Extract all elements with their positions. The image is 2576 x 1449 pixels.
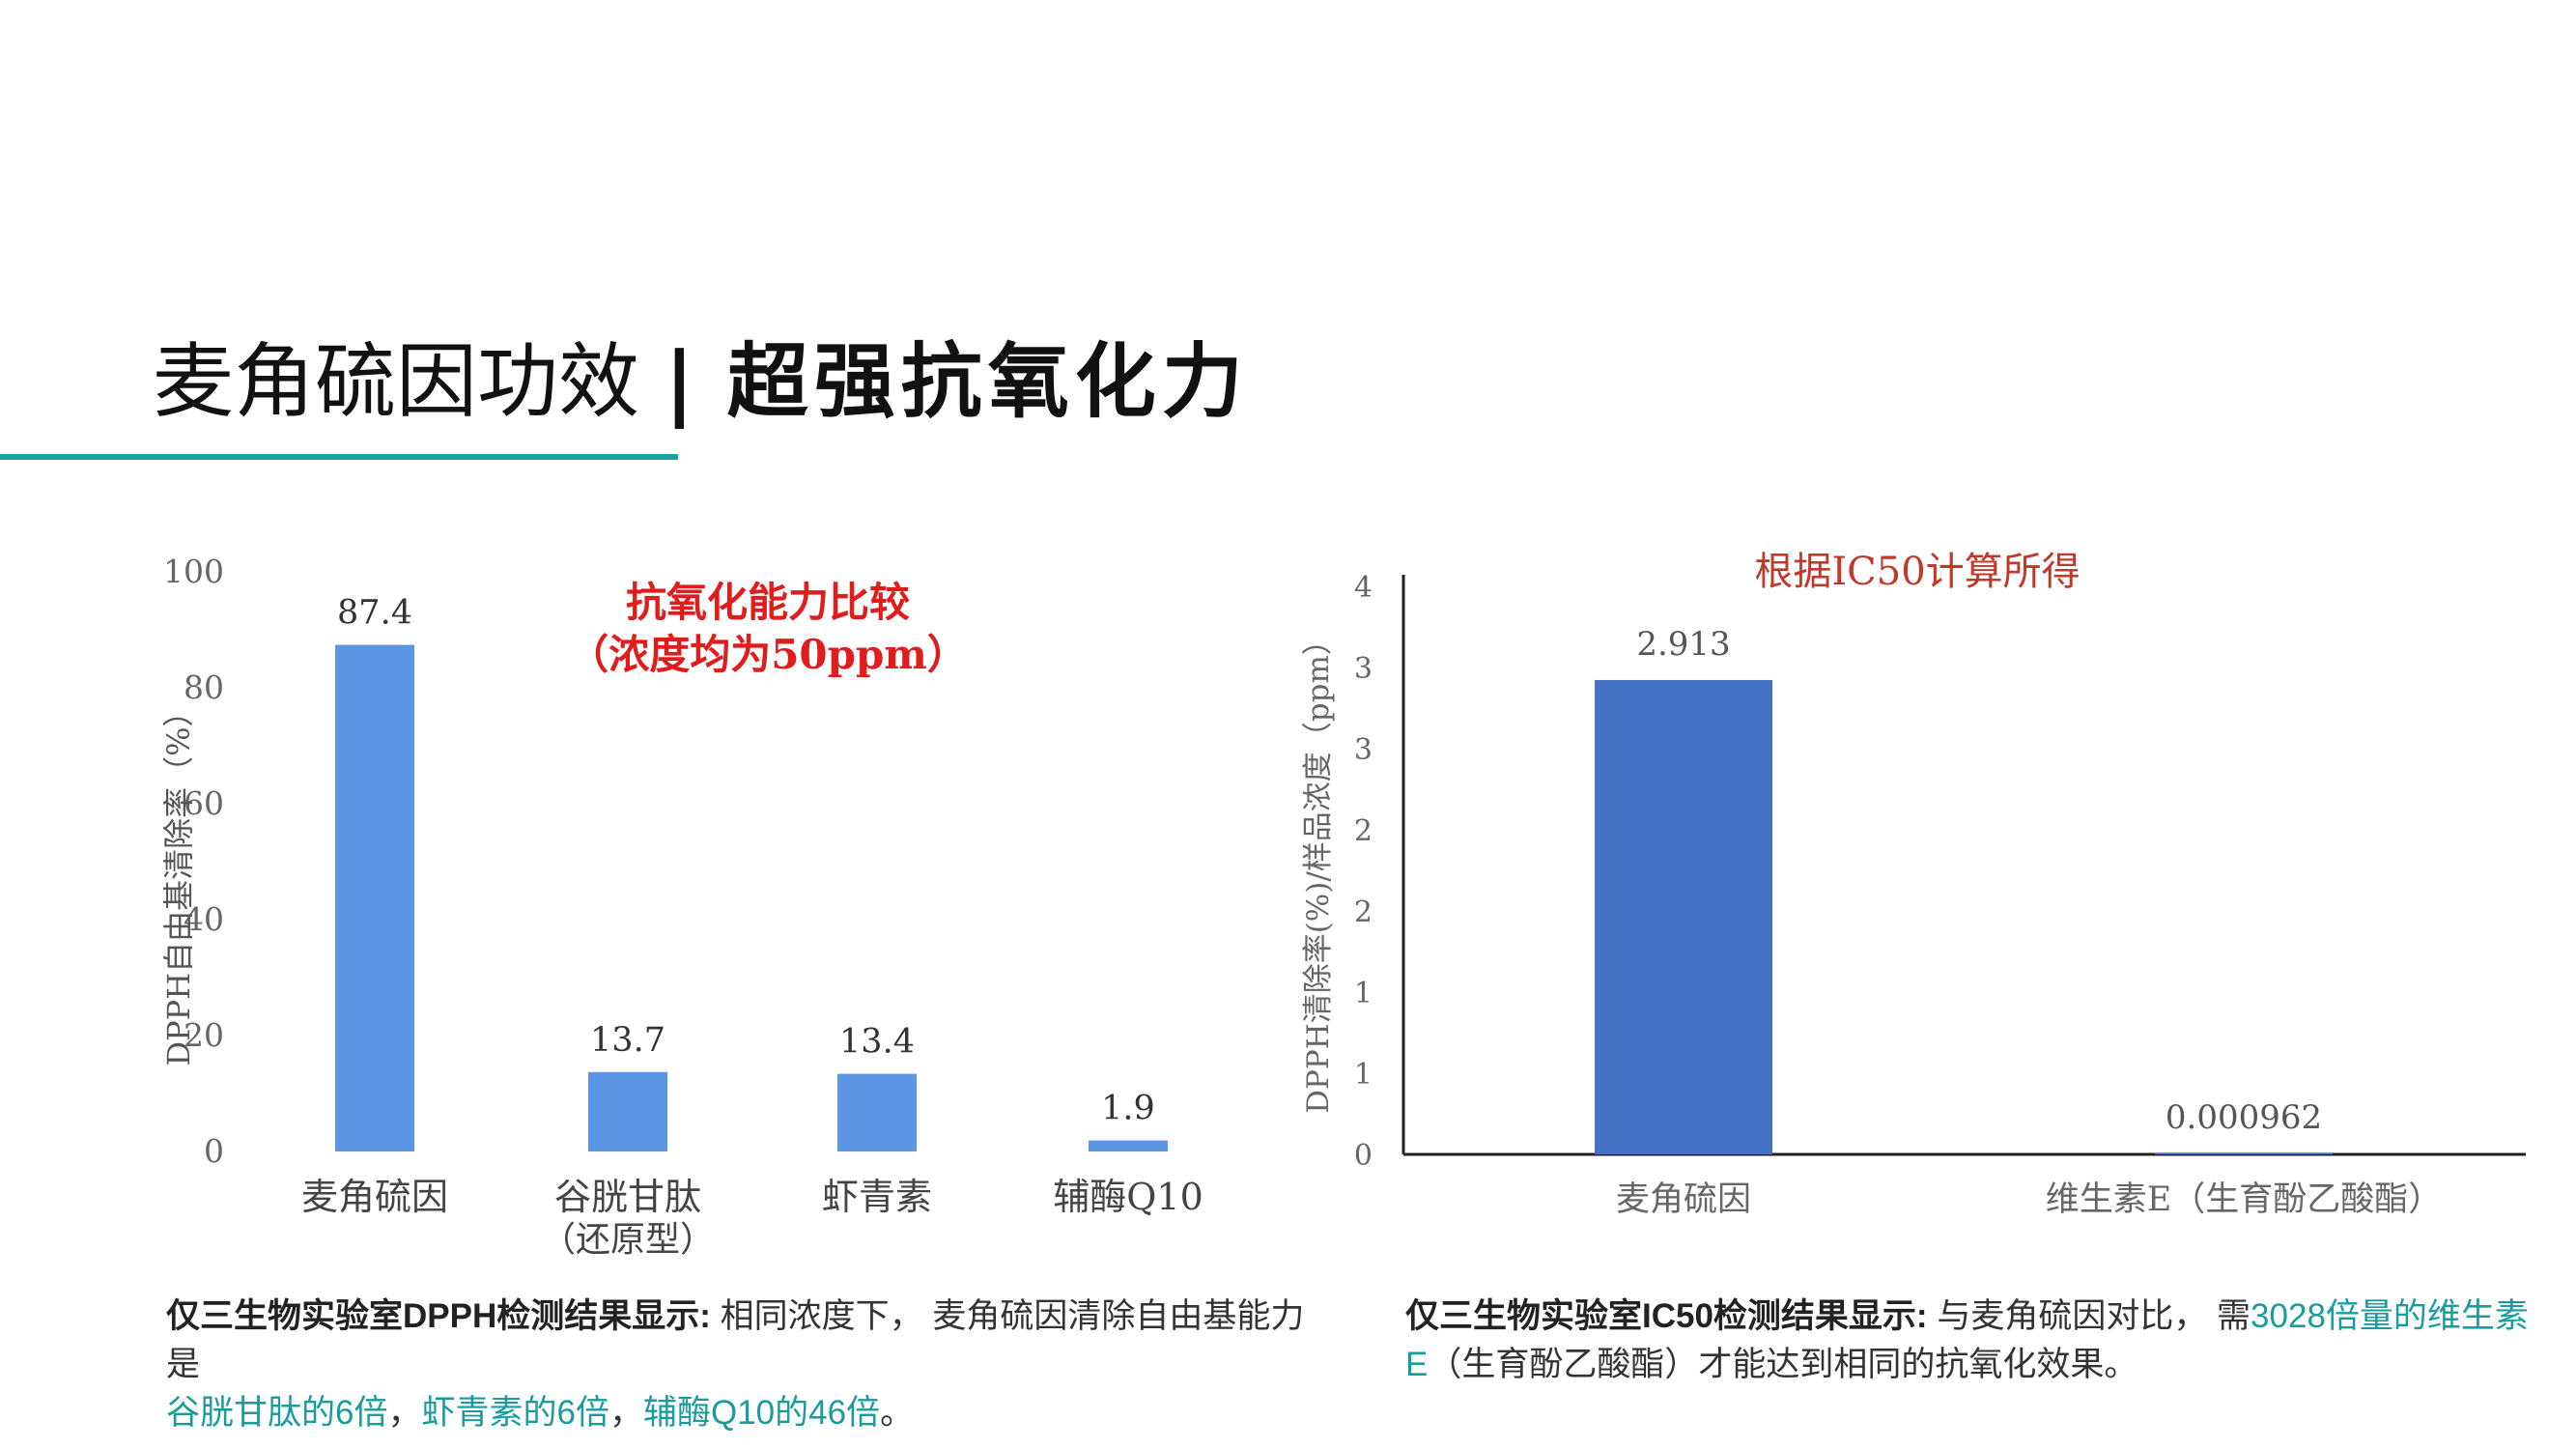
y-tick-label: 20 [184,1016,224,1054]
bar-1 [1595,679,1772,1154]
y-axis-label: DPPH清除率(%)/样品浓度（ppm） [1301,625,1336,1114]
chart-subtitle: （浓度均为50ppm） [568,631,968,678]
caption-left: 仅三生物实验室DPPH检测结果显示: 相同浓度下， 麦角硫因清除自由基能力是谷胱… [166,1293,1306,1437]
x-tick-sublabel: （还原型） [541,1220,715,1260]
y-tick-label: 4 [1354,571,1373,605]
bar-2 [588,1071,667,1151]
data-label: 13.7 [590,1021,665,1060]
title-strong: 超强抗氧化力 [726,334,1249,429]
y-tick-label: 40 [184,900,224,938]
bar-3 [837,1073,917,1151]
y-tick-label: 80 [184,668,224,706]
caption-left-bold: 仅三生物实验室DPPH检测结果显示: [166,1297,711,1335]
y-tick-label: 2 [1354,895,1373,929]
page-title: 麦角硫因功效 | 超强抗氧化力 [153,328,1249,435]
y-tick-label: 1 [1354,1058,1373,1092]
x-tick-label: 麦角硫因 [1616,1180,1751,1219]
title-main: 麦角硫因功效 [153,334,640,429]
data-label: 87.4 [337,594,412,633]
x-tick-label: 辅酶Q10 [1053,1176,1203,1218]
data-label: 2.913 [1636,625,1730,664]
title-separator: | [665,334,694,429]
caption-left-text2: ， [387,1394,422,1432]
y-tick-label: 0 [204,1132,224,1170]
caption-left-teal1: 谷胱甘肽的6倍 [166,1394,388,1432]
data-label: 0.000962 [2166,1098,2322,1137]
caption-left-teal3: 辅酶Q10的46倍 [642,1394,881,1432]
bar-2 [2155,1153,2333,1154]
caption-left-text4: 。 [880,1394,915,1432]
chart-title: 根据IC50计算所得 [1754,550,2080,594]
dpph-bar-chart: 0 20 40 60 80 100 DPPH自由基清除率（%） 87.4 麦角硫因 13.7 谷胱甘… [160,553,1203,1260]
caption-right-text1: 与麦角硫因对比， 需 [1927,1297,2251,1335]
y-tick-label: 2 [1354,814,1373,848]
title-underline [0,454,678,460]
caption-right-teal1: 3028倍量的维生素E [1405,1297,2529,1383]
caption-left-text1: 相同浓度下， 麦角硫因清除自由基能力是 [166,1297,1305,1383]
caption-right-text2: （生育酚乙酸酯）才能达到相同的抗氧化效果。 [1428,1346,2138,1383]
y-axis-label: DPPH自由基清除率（%） [160,696,197,1065]
chart-title: 抗氧化能力比较 [626,579,910,626]
bar-4 [1089,1140,1168,1151]
x-tick-label: 谷胱甘肽 [554,1176,701,1218]
y-tick-label: 100 [163,553,224,590]
data-label: 1.9 [1101,1090,1155,1128]
caption-right: 仅三生物实验室IC50检测结果显示: 与麦角硫因对比， 需3028倍量的维生素E… [1405,1293,2545,1389]
y-tick-label: 3 [1354,733,1373,767]
ic50-bar-chart: 0 1 1 2 2 3 3 4 DPPH清除率(%)/样品浓度（ppm） 2.913 麦角硫因 0.0… [1301,550,2526,1219]
caption-left-teal2: 虾青素的6倍 [421,1394,609,1432]
y-tick-label: 0 [1354,1139,1373,1173]
bar-1 [335,644,414,1151]
x-tick-label: 麦角硫因 [301,1176,448,1218]
y-tick-label: 1 [1354,977,1373,1010]
y-tick-label: 3 [1354,652,1373,686]
x-tick-label: 维生素E（生育酚乙酸酯） [2046,1180,2443,1219]
caption-left-text3: ， [609,1394,643,1432]
caption-right-bold: 仅三生物实验室IC50检测结果显示: [1405,1297,1928,1335]
y-tick-label: 60 [184,784,224,822]
data-label: 13.4 [839,1023,915,1062]
x-tick-label: 虾青素 [822,1176,932,1218]
